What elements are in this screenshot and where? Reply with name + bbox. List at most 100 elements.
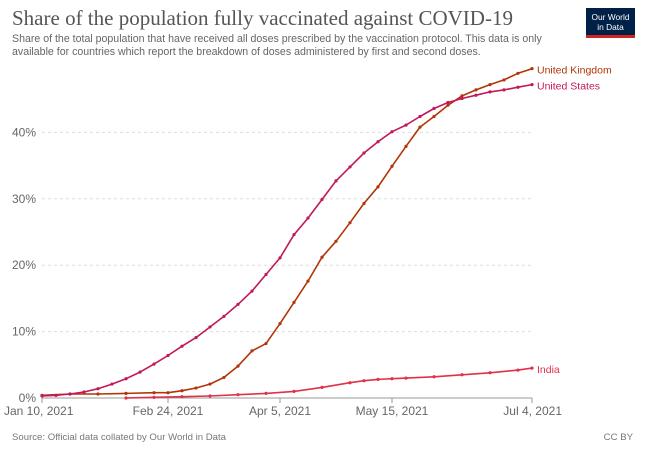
- data-point-united-kingdom[interactable]: [362, 201, 366, 206]
- series-label-united-kingdom: United Kingdom: [537, 65, 612, 77]
- data-point-united-states[interactable]: [166, 353, 170, 358]
- series-label-india: India: [537, 364, 560, 376]
- data-point-united-states[interactable]: [292, 233, 296, 237]
- data-point-united-states[interactable]: [208, 325, 212, 329]
- data-point-united-states[interactable]: [320, 197, 324, 202]
- data-point-united-kingdom[interactable]: [292, 300, 296, 304]
- data-point-india[interactable]: [292, 389, 296, 393]
- data-point-india[interactable]: [390, 377, 394, 381]
- data-point-india[interactable]: [264, 391, 268, 395]
- x-tick-label: Jul 4, 2021: [503, 404, 562, 418]
- data-point-india[interactable]: [208, 394, 212, 398]
- logo-line-2: in Data: [597, 21, 624, 32]
- data-point-united-states[interactable]: [68, 392, 72, 396]
- data-point-india[interactable]: [320, 385, 324, 389]
- data-point-united-kingdom[interactable]: [152, 391, 156, 395]
- data-point-united-states[interactable]: [222, 314, 226, 318]
- data-point-united-states[interactable]: [180, 344, 184, 348]
- y-tick-label: 10%: [12, 325, 36, 339]
- data-point-united-states[interactable]: [138, 370, 142, 374]
- data-point-united-kingdom[interactable]: [390, 164, 394, 168]
- data-point-india[interactable]: [404, 376, 408, 380]
- x-tick-label: May 15, 2021: [356, 404, 429, 418]
- series-label-united-states: United States: [537, 81, 600, 93]
- data-point-united-kingdom[interactable]: [460, 94, 464, 98]
- data-point-united-kingdom[interactable]: [208, 382, 212, 386]
- data-point-united-kingdom[interactable]: [278, 322, 282, 326]
- data-point-united-kingdom[interactable]: [446, 103, 450, 107]
- data-point-united-kingdom[interactable]: [474, 88, 478, 92]
- data-point-united-states[interactable]: [502, 88, 506, 92]
- data-point-india[interactable]: [530, 366, 534, 370]
- data-point-united-kingdom[interactable]: [264, 341, 268, 346]
- data-point-india[interactable]: [152, 395, 156, 399]
- data-point-india[interactable]: [376, 377, 380, 382]
- data-point-united-kingdom[interactable]: [250, 349, 254, 353]
- source-note[interactable]: Source: Official data collated by Our Wo…: [12, 432, 227, 443]
- data-point-united-kingdom[interactable]: [166, 391, 170, 395]
- data-point-united-states[interactable]: [152, 362, 156, 366]
- data-point-india[interactable]: [124, 396, 128, 400]
- data-point-united-states[interactable]: [432, 106, 436, 111]
- data-point-united-states[interactable]: [194, 335, 198, 340]
- data-point-india[interactable]: [516, 368, 520, 372]
- data-point-united-kingdom[interactable]: [432, 114, 436, 119]
- data-point-united-states[interactable]: [54, 393, 58, 397]
- data-point-united-kingdom[interactable]: [236, 364, 240, 368]
- data-point-united-kingdom[interactable]: [334, 239, 338, 243]
- data-point-united-states[interactable]: [96, 387, 100, 391]
- data-point-united-states[interactable]: [530, 82, 534, 87]
- data-point-india[interactable]: [348, 381, 352, 385]
- owid-logo[interactable]: Our World in Data: [586, 8, 635, 38]
- data-point-united-states[interactable]: [82, 390, 86, 394]
- data-point-united-states[interactable]: [376, 140, 380, 144]
- license-note[interactable]: CC BY: [603, 432, 633, 443]
- data-point-india[interactable]: [180, 395, 184, 399]
- data-point-india[interactable]: [488, 371, 492, 375]
- data-point-united-states[interactable]: [474, 93, 478, 97]
- data-point-united-states[interactable]: [306, 216, 310, 220]
- data-point-united-states[interactable]: [334, 179, 338, 183]
- data-point-united-kingdom[interactable]: [194, 386, 198, 390]
- data-point-united-states[interactable]: [348, 165, 352, 169]
- data-point-united-kingdom[interactable]: [306, 279, 310, 283]
- data-point-india[interactable]: [236, 393, 240, 397]
- data-point-india[interactable]: [362, 379, 366, 383]
- data-point-united-kingdom[interactable]: [516, 71, 520, 75]
- data-point-india[interactable]: [460, 373, 464, 377]
- x-tick-label: Feb 24, 2021: [133, 404, 204, 418]
- series-line-india[interactable]: [125, 367, 533, 399]
- data-point-united-kingdom[interactable]: [96, 392, 100, 396]
- data-point-india[interactable]: [432, 375, 436, 379]
- data-point-united-states[interactable]: [460, 96, 464, 101]
- data-point-united-states[interactable]: [40, 394, 44, 398]
- data-point-united-kingdom[interactable]: [348, 221, 352, 225]
- data-point-united-states[interactable]: [418, 114, 422, 119]
- data-point-united-kingdom[interactable]: [376, 185, 380, 189]
- data-point-united-states[interactable]: [488, 90, 492, 94]
- data-point-united-states[interactable]: [390, 130, 394, 134]
- data-point-united-kingdom[interactable]: [488, 82, 492, 87]
- data-point-united-states[interactable]: [236, 302, 240, 306]
- data-point-united-states[interactable]: [404, 123, 408, 127]
- data-point-united-states[interactable]: [278, 256, 282, 260]
- series-line-united-states[interactable]: [41, 83, 533, 397]
- data-point-united-kingdom[interactable]: [124, 391, 128, 395]
- y-tick-label: 20%: [12, 258, 36, 272]
- data-point-united-states[interactable]: [250, 289, 254, 293]
- data-point-united-kingdom[interactable]: [180, 389, 184, 393]
- data-point-united-states[interactable]: [446, 100, 450, 105]
- data-point-united-kingdom[interactable]: [320, 255, 324, 259]
- data-point-united-states[interactable]: [362, 151, 366, 155]
- data-point-united-states[interactable]: [264, 272, 268, 277]
- data-point-united-states[interactable]: [124, 377, 128, 381]
- data-point-united-states[interactable]: [110, 382, 114, 386]
- data-point-united-kingdom[interactable]: [530, 67, 534, 71]
- data-point-united-kingdom[interactable]: [404, 144, 408, 148]
- data-point-united-kingdom[interactable]: [222, 375, 226, 380]
- data-point-united-states[interactable]: [516, 85, 520, 89]
- data-point-united-kingdom[interactable]: [418, 125, 422, 129]
- series-line-united-kingdom[interactable]: [41, 67, 533, 397]
- data-point-united-kingdom[interactable]: [502, 78, 506, 82]
